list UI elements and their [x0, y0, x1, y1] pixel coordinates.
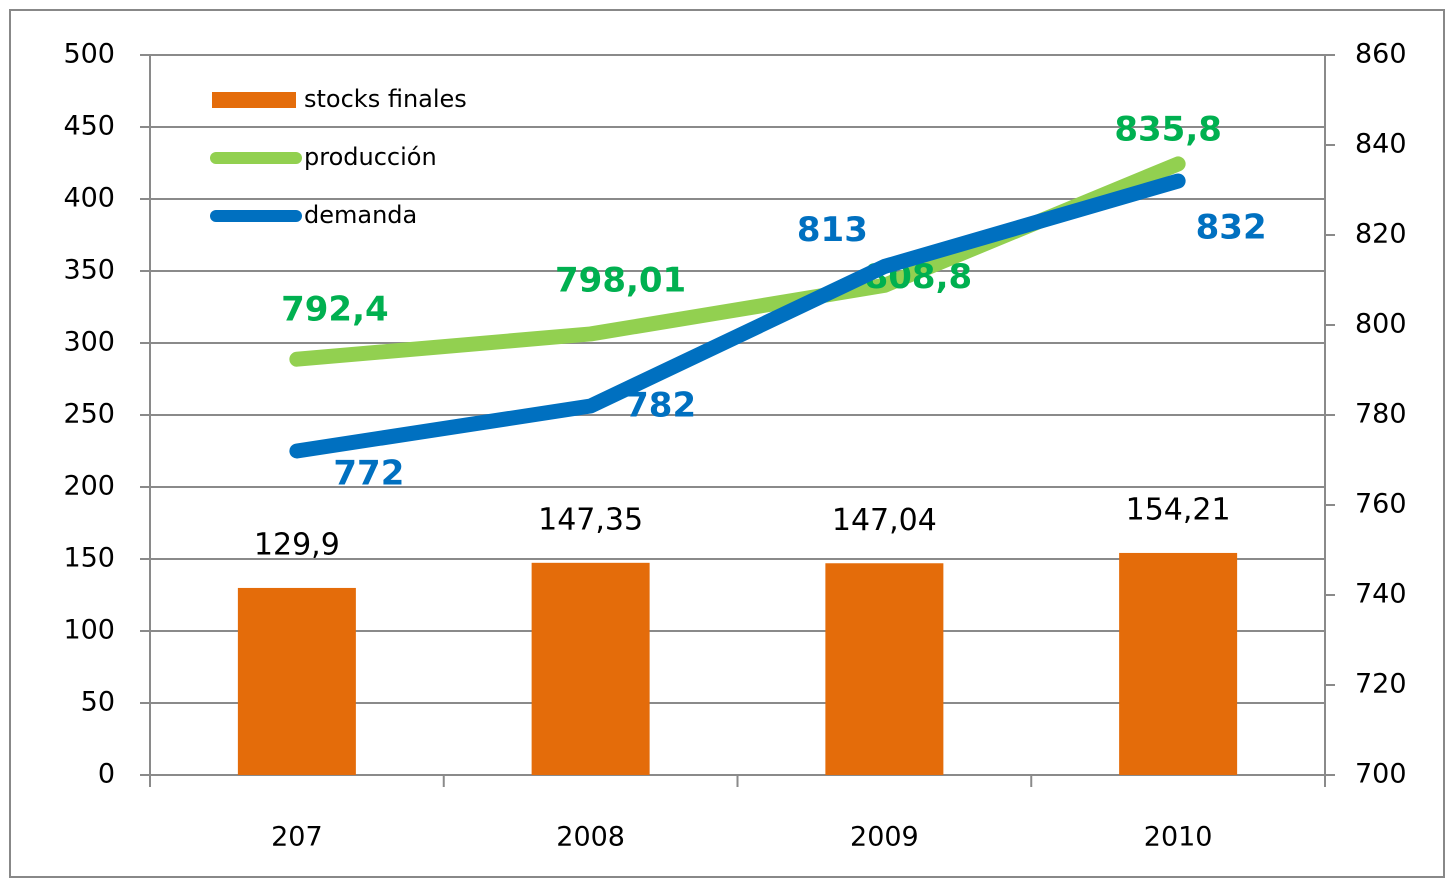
legend-label: stocks finales [304, 85, 467, 113]
y2-tick-label: 820 [1355, 219, 1407, 250]
legend-swatch [212, 92, 296, 108]
y-tick-label: 200 [63, 471, 115, 502]
line-value-label: 813 [797, 210, 868, 250]
bar-value-label: 154,21 [1126, 492, 1231, 527]
line-value-label: 792,4 [281, 290, 389, 330]
y-tick-label: 100 [63, 615, 115, 646]
x-tick-label: 2008 [556, 822, 625, 853]
legend-label: producción [304, 143, 437, 171]
y2-tick-label: 720 [1355, 669, 1407, 700]
x-tick-label: 2009 [850, 822, 919, 853]
y-tick-label: 50 [81, 687, 115, 718]
y-tick-label: 0 [98, 759, 115, 790]
y-tick-label: 500 [63, 39, 115, 70]
y-tick-label: 250 [63, 399, 115, 430]
y-tick-label: 450 [63, 111, 115, 142]
bar [237, 587, 356, 775]
line [289, 173, 1186, 459]
legend-label: demanda [304, 201, 417, 229]
y-tick-label: 150 [63, 543, 115, 574]
line-value-label: 798,01 [555, 260, 686, 300]
y2-tick-label: 760 [1355, 489, 1407, 520]
bar [825, 563, 944, 775]
bar [1119, 552, 1238, 775]
y-tick-label: 350 [63, 255, 115, 286]
x-tick-label: 207 [271, 822, 323, 853]
y2-tick-label: 800 [1355, 309, 1407, 340]
y2-tick-label: 700 [1355, 759, 1407, 790]
y2-tick-label: 780 [1355, 399, 1407, 430]
bar-value-label: 147,35 [538, 502, 643, 537]
y-tick-label: 300 [63, 327, 115, 358]
line-value-label: 782 [625, 386, 696, 426]
line-value-label: 772 [333, 454, 404, 494]
line-value-label: 832 [1196, 208, 1267, 248]
bar [531, 562, 650, 775]
y-tick-label: 400 [63, 183, 115, 214]
line-value-label: 835,8 [1114, 109, 1222, 149]
y2-tick-label: 740 [1355, 579, 1407, 610]
x-tick-label: 2010 [1144, 822, 1213, 853]
bar-value-label: 147,04 [832, 503, 937, 538]
y2-tick-label: 860 [1355, 39, 1407, 70]
y2-tick-label: 840 [1355, 129, 1407, 160]
bar-value-label: 129,9 [254, 527, 340, 562]
